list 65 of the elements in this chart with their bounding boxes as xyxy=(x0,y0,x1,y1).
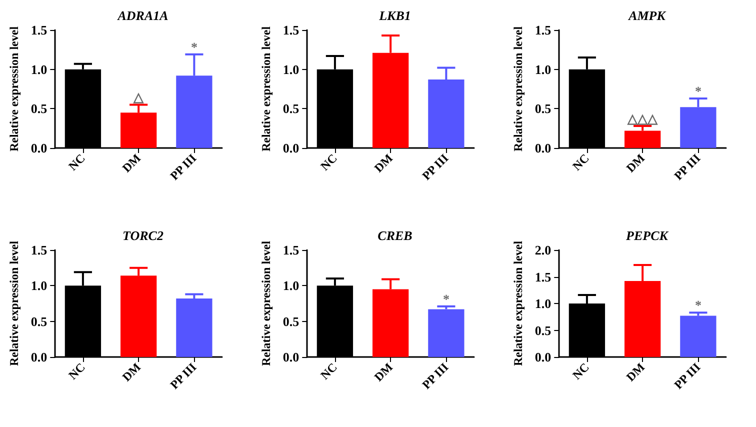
y-tick-label: 0.5 xyxy=(30,101,48,116)
y-tick-label: 0.0 xyxy=(282,350,300,364)
x-tick-label: NC xyxy=(570,151,592,174)
x-tick-label: PP III xyxy=(671,150,704,183)
y-tick-label: 0.5 xyxy=(282,314,300,329)
x-tick-label: NC xyxy=(66,360,88,382)
y-axis-title: Relative expression level xyxy=(259,26,273,152)
annotation: * xyxy=(442,291,450,306)
y-tick-label: 0.0 xyxy=(30,350,48,364)
x-tick-label: NC xyxy=(66,151,88,174)
y-tick-label: 0.5 xyxy=(282,101,300,116)
x-tick-label: DM xyxy=(120,151,144,176)
x-tick-label: NC xyxy=(318,360,340,382)
y-tick-label: 2.0 xyxy=(534,242,552,258)
annotation: * xyxy=(190,39,198,54)
chart-title: ADRA1A xyxy=(116,8,169,23)
y-tick-label: 0.5 xyxy=(30,314,48,329)
x-tick-label: DM xyxy=(624,360,648,384)
y-axis-title: Relative expression level xyxy=(259,240,273,366)
x-tick-label: PP III xyxy=(167,150,200,183)
x-tick-label: NC xyxy=(318,151,340,174)
y-tick-label: 1.0 xyxy=(282,278,300,294)
chart-title: AMPK xyxy=(628,8,667,23)
y-tick-label: 1.0 xyxy=(282,62,300,77)
y-tick-label: 1.5 xyxy=(282,242,300,258)
chart-title: CREB xyxy=(378,228,413,243)
y-tick-label: 0.5 xyxy=(534,101,552,116)
bar xyxy=(428,309,464,357)
x-tick-label: DM xyxy=(120,360,144,384)
x-tick-label: PP III xyxy=(419,360,452,392)
y-tick-label: 0.0 xyxy=(534,350,552,364)
y-tick-label: 1.0 xyxy=(534,296,552,311)
x-tick-label: NC xyxy=(570,360,592,382)
y-axis-title: Relative expression level xyxy=(511,26,525,152)
chart-title: PEPCK xyxy=(626,228,670,243)
bar xyxy=(624,130,661,148)
bar xyxy=(176,298,212,357)
y-tick-label: 1.5 xyxy=(30,242,48,258)
annotation: * xyxy=(694,83,702,98)
annotation: * xyxy=(694,298,702,313)
y-tick-label: 1.5 xyxy=(534,22,552,38)
y-tick-label: 0.0 xyxy=(30,140,48,156)
y-tick-label: 1.5 xyxy=(282,22,300,38)
y-tick-label: 0.0 xyxy=(282,140,300,156)
y-axis-title: Relative expression level xyxy=(7,240,21,366)
y-axis-title: Relative expression level xyxy=(511,240,525,366)
x-tick-label: PP III xyxy=(167,360,200,392)
y-tick-label: 1.5 xyxy=(534,269,552,284)
x-tick-label: DM xyxy=(372,360,396,384)
y-tick-label: 1.5 xyxy=(30,22,48,38)
x-tick-label: PP III xyxy=(419,150,452,183)
bar xyxy=(680,316,716,357)
chart-title: LKB1 xyxy=(378,8,411,23)
y-axis-title: Relative expression level xyxy=(7,26,21,152)
annotation: △△△ xyxy=(626,110,659,126)
x-tick-label: PP III xyxy=(671,360,704,392)
x-tick-label: DM xyxy=(624,151,648,176)
annotation: △ xyxy=(132,90,145,105)
x-tick-label: DM xyxy=(372,151,396,176)
chart-title: TORC2 xyxy=(122,228,164,243)
y-tick-label: 0.5 xyxy=(534,322,552,338)
y-tick-label: 0.0 xyxy=(534,140,552,156)
y-tick-label: 1.0 xyxy=(534,62,552,77)
y-tick-label: 1.0 xyxy=(30,62,48,77)
y-tick-label: 1.0 xyxy=(30,278,48,294)
